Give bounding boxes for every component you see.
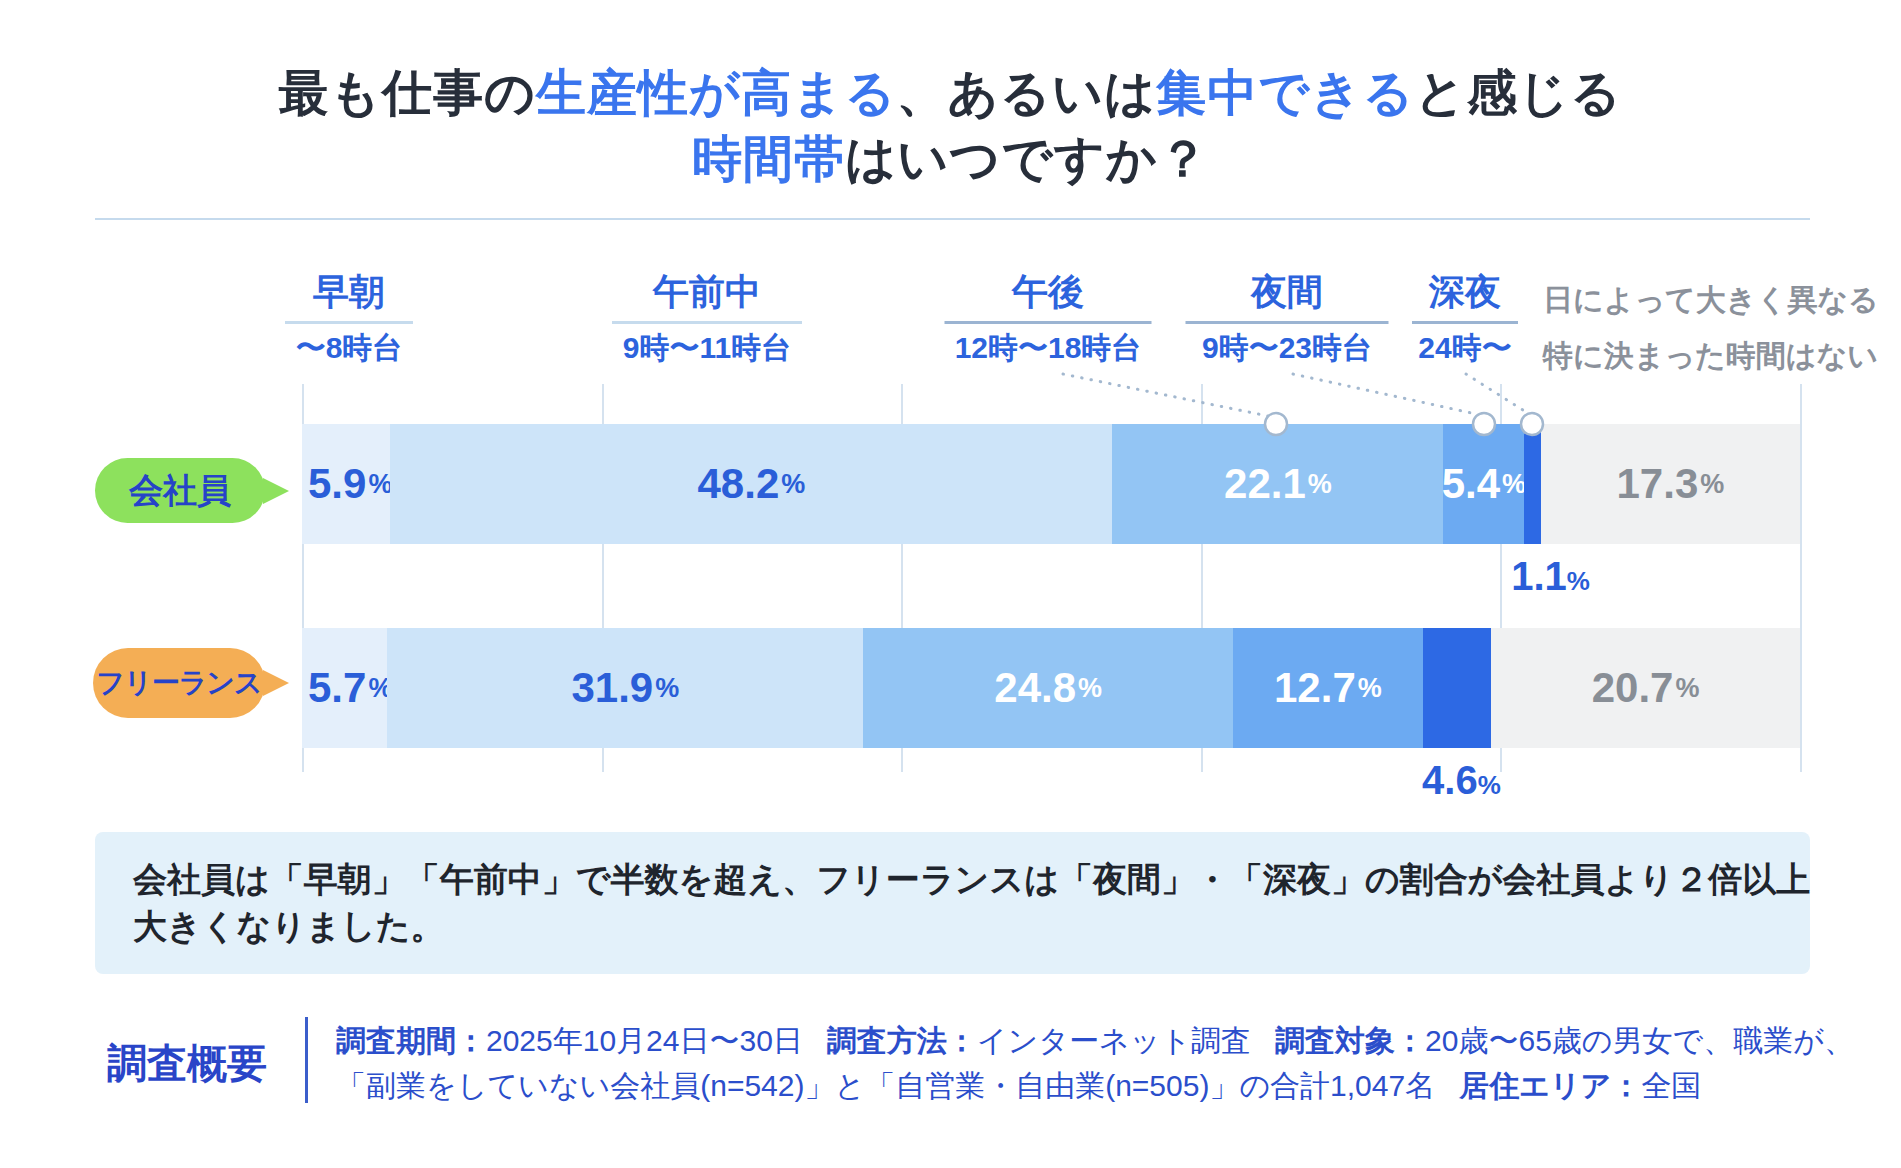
title-highlight: 集中できる (1156, 65, 1415, 121)
bar-1-segment-4 (1423, 628, 1492, 748)
bar-1-segment-1: 31.9% (387, 628, 863, 748)
survey-field-value: 全国 (1641, 1069, 1701, 1102)
series-badge-kaishain-label: 会社員 (129, 468, 231, 514)
survey-info-line-1: 調査期間：2025年10月24日〜30日調査方法：インターネット調査調査対象：2… (336, 1018, 1901, 1063)
title-text: と感じる (1415, 65, 1623, 121)
category-label: 早朝 (285, 270, 413, 314)
infographic-page: 最も仕事の生産性が高まる、あるいは集中できると感じる 時間帯はいつですか？ 早朝… (0, 0, 1901, 1168)
category-label: 夜間 (1186, 270, 1389, 314)
note-line-2: 特に決まった時間はない (1543, 328, 1901, 384)
survey-info-line-2: 「副業をしていない会社員(n=542)」と「自営業・自由業(n=505)」の合計… (336, 1063, 1901, 1108)
bar-0-segment-2: 22.1% (1112, 424, 1443, 544)
title-highlight: 生産性が高まる (536, 65, 897, 121)
bar-0-segment-3: 5.4% (1443, 424, 1524, 544)
title-text: 最も仕事の (279, 65, 536, 121)
summary-line-1: 会社員は「早朝」「午前中」で半数を超え、フリーランスは「夜間」・「深夜」の割合が… (133, 856, 1803, 903)
bar-row-freelance: 5.7%31.9%24.8%12.7%20.7% 4.6% (302, 628, 1800, 748)
survey-field-label: 居住エリア： (1459, 1069, 1641, 1102)
title-divider (95, 218, 1810, 220)
category-header-4: 深夜 24時〜 (1412, 270, 1518, 366)
survey-field-label: 調査対象： (1275, 1024, 1425, 1057)
title-text: はいつですか？ (845, 131, 1209, 187)
category-header-1: 午前中 9時〜11時台 (612, 270, 802, 366)
survey-divider (305, 1017, 308, 1103)
survey-heading: 調査概要 (107, 1036, 267, 1091)
bar-0-segment-1: 48.2% (390, 424, 1112, 544)
survey-field-value: 20歳〜65歳の男女で、職業が、 (1425, 1024, 1854, 1057)
category-label: 午後 (945, 270, 1152, 314)
category-underline (1186, 321, 1389, 324)
summary-text: 会社員は「早朝」「午前中」で半数を超え、フリーランスは「夜間」・「深夜」の割合が… (133, 856, 1803, 950)
category-header-0: 早朝〜8時台 (285, 270, 413, 366)
page-title: 最も仕事の生産性が高まる、あるいは集中できると感じる 時間帯はいつですか？ (0, 60, 1901, 192)
bar-1-segment-2: 24.8% (863, 628, 1233, 748)
category-underline (612, 321, 802, 324)
bar-kaishain: 5.9%48.2%22.1%5.4%17.3% (302, 424, 1800, 544)
gridline-100pct (1800, 384, 1802, 772)
category-underline (1412, 321, 1518, 324)
title-line-2: 時間帯はいつですか？ (0, 126, 1901, 192)
category-sublabel: 9時〜11時台 (612, 330, 802, 366)
survey-field-value: 2025年10月24日〜30日 (486, 1024, 803, 1057)
other-category-note: 日によって大きく異なる 特に決まった時間はない (1543, 272, 1901, 384)
bar-1-segment-0: 5.7% (302, 628, 387, 748)
bar-row-kaishain: 5.9%48.2%22.1%5.4%17.3% 1.1% (302, 424, 1800, 544)
series-badge-freelance-tip (263, 670, 289, 696)
bar-0-segment-0: 5.9% (302, 424, 390, 544)
title-text: 、あるいは (897, 65, 1157, 121)
series-badge-kaishain: 会社員 (95, 458, 265, 523)
bar-1-segment-5: 20.7% (1491, 628, 1800, 748)
category-sublabel: 9時〜23時台 (1186, 330, 1389, 366)
series-badge-freelance: フリーランス (93, 648, 265, 718)
bar-0-segment-5: 17.3% (1541, 424, 1800, 544)
bar-1-segment-4-label: 4.6% (1422, 758, 1501, 803)
title-highlight: 時間帯 (692, 131, 845, 187)
survey-field-value: インターネット調査 (977, 1024, 1251, 1057)
category-label: 午前中 (612, 270, 802, 314)
bar-0-segment-4-label: 1.1% (1511, 554, 1590, 599)
series-badge-kaishain-tip (263, 478, 289, 504)
category-sublabel: 12時〜18時台 (945, 330, 1152, 366)
survey-info: 調査期間：2025年10月24日〜30日調査方法：インターネット調査調査対象：2… (336, 1018, 1901, 1108)
survey-field-label: 調査方法： (827, 1024, 977, 1057)
category-header-3: 夜間 9時〜23時台 (1186, 270, 1389, 366)
category-sublabel: 〜8時台 (285, 330, 413, 366)
category-underline (945, 321, 1152, 324)
title-line-1: 最も仕事の生産性が高まる、あるいは集中できると感じる (0, 60, 1901, 126)
category-sublabel: 24時〜 (1412, 330, 1518, 366)
bar-freelance: 5.7%31.9%24.8%12.7% 20.7% (302, 628, 1800, 748)
bar-1-segment-3: 12.7% (1233, 628, 1422, 748)
category-underline (285, 321, 413, 324)
survey-field-label: 調査期間： (336, 1024, 486, 1057)
series-badge-freelance-label: フリーランス (96, 664, 261, 702)
note-line-1: 日によって大きく異なる (1543, 272, 1901, 328)
category-label: 深夜 (1412, 270, 1518, 314)
category-header-2: 午後 12時〜18時台 (945, 270, 1152, 366)
survey-field-value: 「副業をしていない会社員(n=542)」と「自営業・自由業(n=505)」の合計… (336, 1069, 1435, 1102)
summary-line-2: 大きくなりました。 (133, 903, 1803, 950)
bar-0-segment-4 (1524, 424, 1540, 544)
